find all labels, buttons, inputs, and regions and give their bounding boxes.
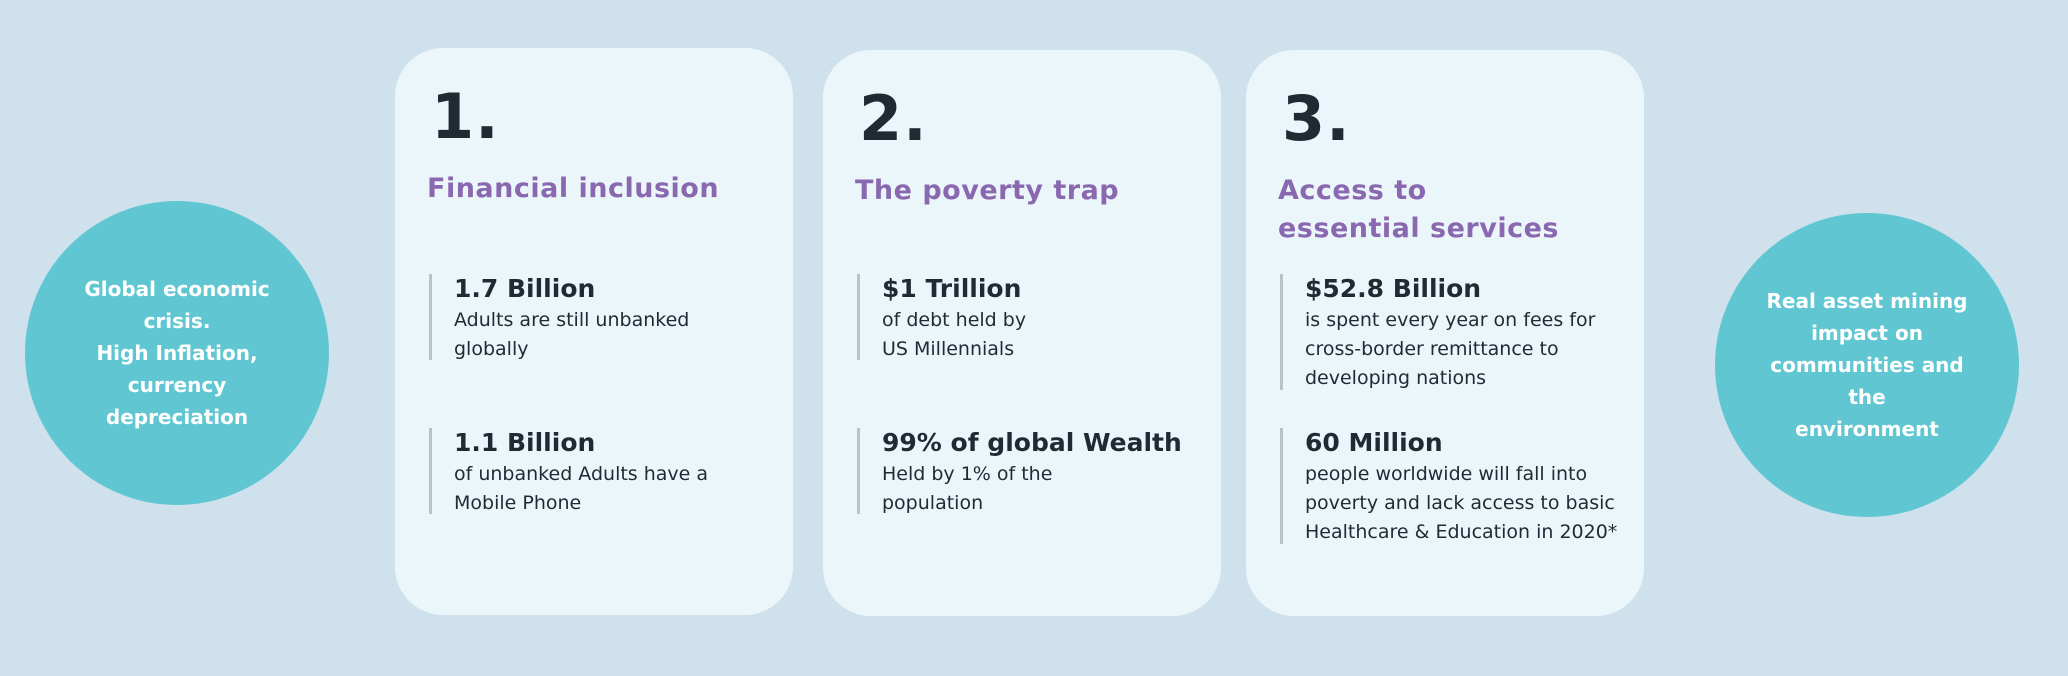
card-financial-inclusion: 1. Financial inclusion 1.7 Billion Adult…: [395, 48, 793, 615]
stat-text: of unbanked Adults have a Mobile Phone: [454, 463, 709, 514]
stat-text: Adults are still unbanked globally: [454, 309, 690, 360]
card-number: 3.: [1282, 82, 1351, 155]
stat-item: 60 Million people worldwide will fall in…: [1280, 428, 1625, 544]
stat-item: 1.7 Billion Adults are still unbanked gl…: [429, 274, 774, 360]
card-poverty-trap: 2. The poverty trap $1 Trillion of debt …: [823, 50, 1221, 616]
card-heading: Financial inclusion: [427, 173, 720, 204]
card-number: 1.: [431, 80, 500, 153]
card-heading: Access to essential services: [1278, 175, 1559, 244]
mining-impact-circle: Real asset mining impact on communities …: [1715, 213, 2019, 517]
stat-text: of debt held by US Millennials: [882, 309, 1027, 360]
stat-title: 60 Million: [1305, 428, 1443, 457]
stat-title: $52.8 Billion: [1305, 274, 1482, 303]
stat-text: people worldwide will fall into poverty …: [1305, 463, 1618, 543]
stat-title: 99% of global Wealth: [882, 428, 1182, 457]
stat-text: Held by 1% of the population: [882, 463, 1053, 514]
stat-item: $52.8 Billion is spent every year on fee…: [1280, 274, 1625, 390]
card-essential-services: 3. Access to essential services $52.8 Bi…: [1246, 50, 1644, 616]
global-crisis-circle: Global economic crisis. High Inflation, …: [25, 201, 329, 505]
stat-item: $1 Trillion of debt held by US Millennia…: [857, 274, 1202, 360]
card-heading: The poverty trap: [855, 175, 1120, 206]
stat-text: is spent every year on fees for cross-bo…: [1305, 309, 1596, 389]
stat-item: 1.1 Billion of unbanked Adults have a Mo…: [429, 428, 774, 514]
stat-title: 1.1 Billion: [454, 428, 596, 457]
mining-impact-text: Real asset mining impact on communities …: [1766, 289, 1968, 441]
global-crisis-text: Global economic crisis. High Inflation, …: [84, 277, 270, 429]
stat-title: 1.7 Billion: [454, 274, 596, 303]
card-number: 2.: [859, 82, 928, 155]
stat-item: 99% of global Wealth Held by 1% of the p…: [857, 428, 1202, 514]
stat-title: $1 Trillion: [882, 274, 1022, 303]
